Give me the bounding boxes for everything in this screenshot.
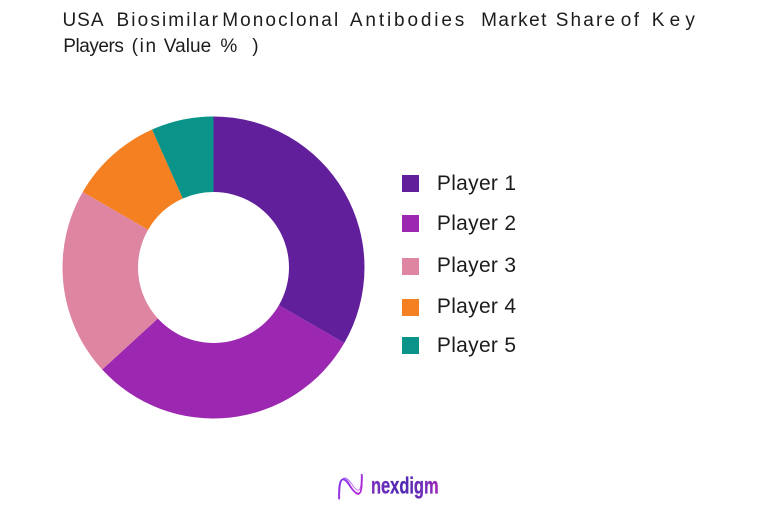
svg-text:nexdigm: nexdigm <box>371 473 439 499</box>
